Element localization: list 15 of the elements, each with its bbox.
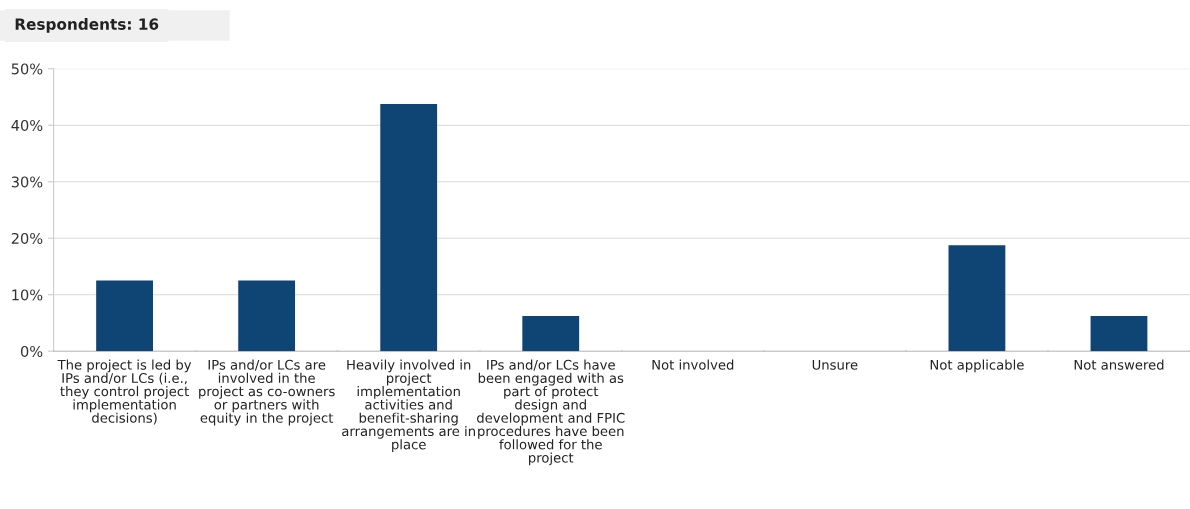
y-tick-label: 50%	[11, 63, 43, 75]
x-tick-label: Not involved	[652, 359, 734, 370]
x-tick-label: IPs and/or LCs are involved in the project as co-owners or partners with equity in the project	[199, 359, 335, 426]
x-tick-label: The project is led by IPs and/or LCs (i.e., they control project implementation decisions)	[57, 359, 192, 425]
x-tick-label: Heavily involved in project implementation activities and benefit-sharing arrangements are in place	[342, 359, 475, 452]
x-tick-label: Not answered	[1074, 359, 1164, 370]
y-tick-label: 30%	[11, 176, 43, 188]
chart-title: Respondents: 16	[15, 18, 159, 33]
x-tick-label: IPs and/or LCs have been engaged with as part of protect design and development and FPIC procedures have been followed for the project	[477, 359, 625, 466]
y-tick-label: 20%	[11, 232, 43, 244]
x-tick-label: Not applicable	[930, 359, 1024, 373]
y-tick-label: 40%	[11, 119, 43, 131]
y-tick-label: 10%	[12, 289, 43, 301]
y-tick-label: 0%	[20, 345, 43, 357]
x-tick-label: Unsure	[812, 359, 858, 370]
